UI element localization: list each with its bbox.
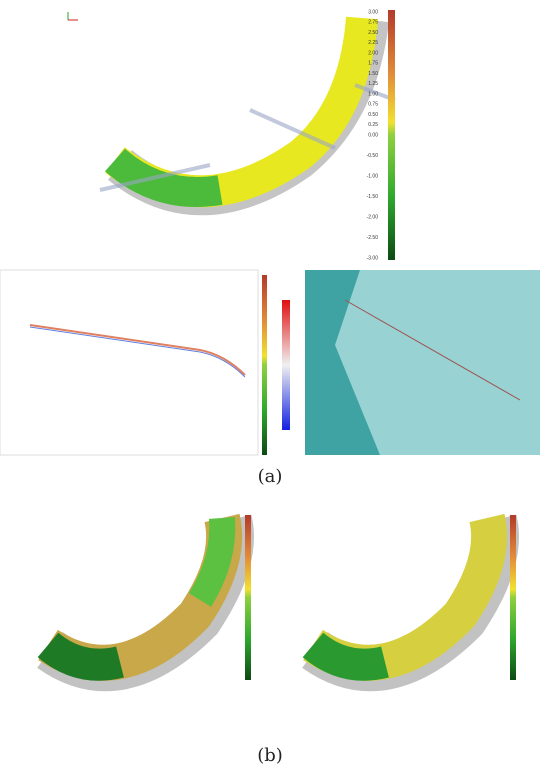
scale-label: -3.00 bbox=[367, 255, 379, 261]
scale-label: 2.75 bbox=[368, 20, 378, 26]
scale-label: 2.00 bbox=[368, 50, 378, 56]
surface-map-green bbox=[37, 632, 124, 681]
profile-line bbox=[29, 324, 246, 376]
color-scale bbox=[282, 300, 290, 430]
scale-label: 1.50 bbox=[368, 71, 378, 77]
color-scale bbox=[262, 275, 267, 455]
axes-icon bbox=[67, 12, 78, 21]
surface-map-green bbox=[302, 632, 389, 681]
scale-label: 0.75 bbox=[368, 102, 378, 108]
section-line bbox=[344, 299, 521, 401]
scale-label: 2.25 bbox=[368, 40, 378, 46]
scale-label: -2.50 bbox=[367, 235, 379, 241]
color-scale bbox=[388, 10, 395, 260]
scale-label: 1.25 bbox=[368, 81, 378, 87]
scale-label: -0.50 bbox=[367, 153, 379, 159]
scale-label: 1.75 bbox=[368, 61, 378, 67]
profile-view bbox=[0, 269, 259, 456]
scale-label: 0.25 bbox=[368, 122, 378, 128]
panel-caption: (b) bbox=[257, 745, 283, 766]
scale-label: 2.50 bbox=[368, 30, 378, 36]
color-scale bbox=[245, 515, 251, 680]
surface-map-green bbox=[188, 517, 236, 607]
scale-label: -1.00 bbox=[367, 173, 379, 179]
scale-label: 0.00 bbox=[368, 132, 378, 138]
panel-caption: (a) bbox=[257, 466, 283, 487]
scale-label: 0.50 bbox=[368, 112, 378, 118]
scale-label: 3.00 bbox=[368, 9, 378, 15]
scale-label: -2.00 bbox=[367, 214, 379, 220]
section-plane bbox=[335, 270, 540, 455]
color-scale bbox=[510, 515, 516, 680]
profile-line bbox=[29, 326, 246, 378]
scale-label: 1.00 bbox=[368, 91, 378, 97]
surface-map bbox=[105, 16, 378, 208]
scale-label: -1.50 bbox=[367, 194, 379, 200]
surface-map-green bbox=[105, 148, 223, 207]
